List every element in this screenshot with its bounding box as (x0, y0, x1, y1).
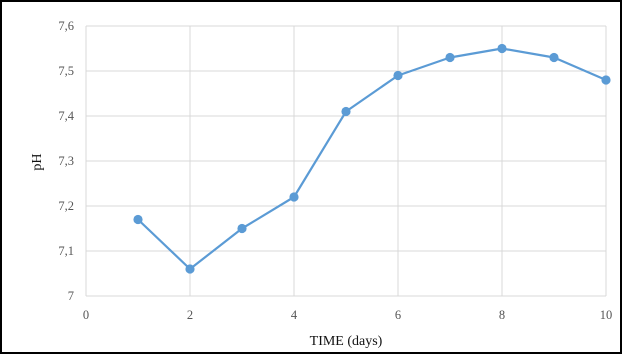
y-tick-label: 7 (68, 289, 74, 303)
x-tick-label: 4 (291, 308, 298, 322)
data-point (289, 192, 299, 202)
y-tick-label: 7,6 (58, 19, 74, 33)
data-point (341, 106, 351, 117)
x-tick-label: 10 (600, 308, 613, 322)
y-tick-label: 7,4 (58, 109, 74, 123)
data-point (601, 75, 611, 85)
x-axis-title: TIME (days) (310, 334, 383, 349)
data-point (237, 223, 247, 234)
x-tick-label: 2 (187, 308, 193, 322)
series-line (137, 47, 607, 271)
data-point (497, 43, 507, 54)
y-tick-label: 7,2 (58, 199, 74, 213)
y-axis-title: pH (30, 153, 45, 170)
data-point (185, 264, 195, 274)
y-axis-tick-labels: 7 7,1 7,2 7,3 7,4 7,5 7,6 (58, 19, 74, 303)
x-tick-label: 6 (395, 308, 401, 322)
y-tick-label: 7,3 (58, 154, 74, 168)
x-tick-label: 8 (499, 308, 505, 322)
y-tick-label: 7,1 (58, 244, 74, 258)
y-tick-label: 7,5 (58, 64, 74, 78)
series-group (133, 43, 611, 274)
data-point (445, 52, 455, 63)
data-point (549, 52, 559, 63)
x-tick-label: 0 (83, 308, 89, 322)
horizontal-gridlines (86, 25, 606, 297)
data-point (133, 214, 143, 225)
x-axis-tick-labels: 0 2 4 6 8 10 (83, 308, 612, 322)
data-point (393, 70, 403, 81)
